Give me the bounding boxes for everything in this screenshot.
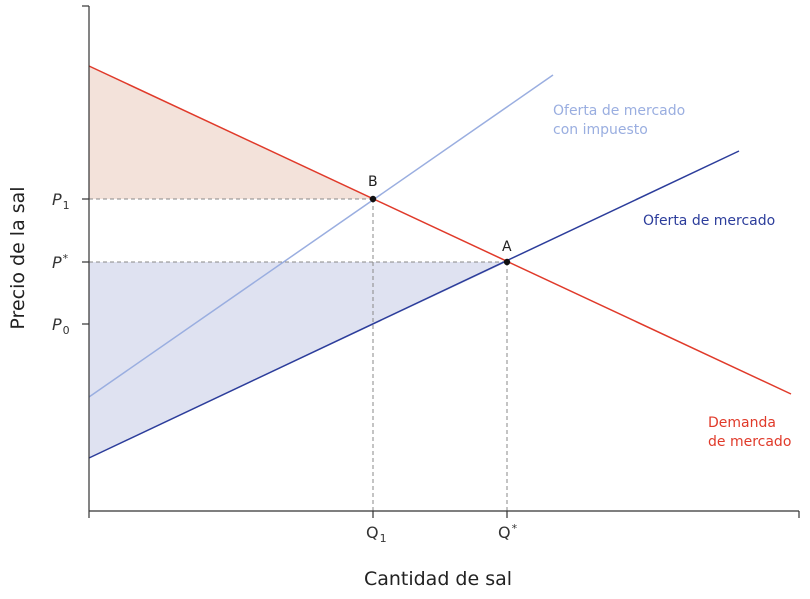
y-axis-title: Precio de la sal — [7, 186, 29, 329]
point-b-label: B — [368, 174, 378, 190]
p0-label: P0 — [52, 315, 70, 337]
supply-label: Oferta de mercado — [643, 213, 775, 229]
q1-label: Q1 — [366, 523, 387, 545]
p1-label: P1 — [52, 190, 70, 212]
supply-with-tax-curve — [88, 74, 554, 398]
supply-with-tax-label: Oferta de mercado con impuesto — [553, 103, 690, 138]
point-b-marker — [369, 195, 377, 203]
qstar-label: Q* — [498, 522, 518, 542]
point-a-marker — [503, 258, 511, 266]
pstar-label: P* — [52, 252, 69, 272]
demand-label: Demanda de mercado — [708, 415, 791, 450]
supply-curve — [88, 150, 740, 459]
x-axis-title: Cantidad de sal — [364, 568, 512, 590]
demand-curve — [88, 65, 792, 395]
point-a-label: A — [502, 239, 512, 255]
